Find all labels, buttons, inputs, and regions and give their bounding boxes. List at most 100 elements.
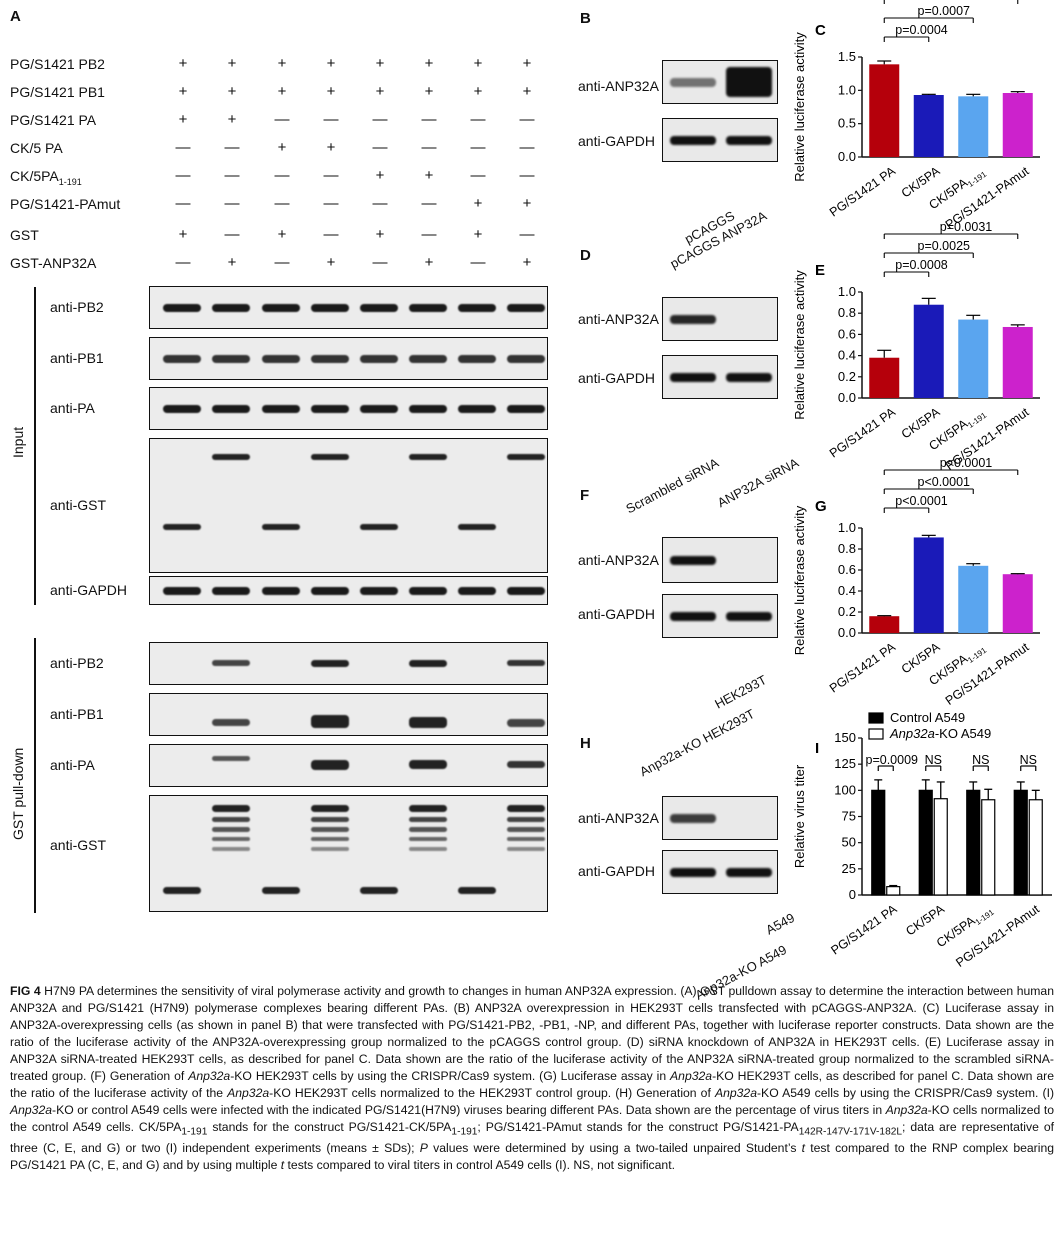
blot-band xyxy=(507,303,545,312)
condition-sign: — xyxy=(224,167,240,184)
condition-sign: — xyxy=(421,111,437,128)
blot-band xyxy=(507,454,545,460)
input-blot-label: anti-PB2 xyxy=(50,298,104,315)
y-tick-label: 0.4 xyxy=(838,348,856,363)
blot-band xyxy=(311,827,349,832)
condition-sign: — xyxy=(470,111,486,128)
condition-label: PG/S1421-PAmut xyxy=(10,196,121,212)
panelD-blot-label: anti-ANP32A xyxy=(578,311,659,327)
bar xyxy=(869,357,900,398)
bar xyxy=(966,789,981,896)
blot-band xyxy=(409,586,447,595)
bar xyxy=(869,616,900,633)
blot-band xyxy=(670,77,716,87)
blot-band xyxy=(726,611,772,621)
blot-band xyxy=(262,887,300,894)
bar xyxy=(958,96,989,157)
condition-label: CK/5 PA xyxy=(10,140,63,156)
y-axis-label: Relative luciferase activity xyxy=(792,32,807,182)
condition-sign: — xyxy=(519,167,535,184)
blot-band xyxy=(409,760,447,769)
condition-sign: — xyxy=(372,254,388,271)
significance-label: NS xyxy=(1020,753,1037,767)
y-tick-label: 1.0 xyxy=(838,284,856,299)
pulldown-blot-label: anti-PB1 xyxy=(50,705,104,722)
condition-sign: + xyxy=(473,195,483,212)
blot-band xyxy=(262,303,300,312)
y-tick-label: 0.2 xyxy=(838,604,856,619)
blot-band xyxy=(726,372,772,382)
blot-band xyxy=(163,586,201,595)
blot-band xyxy=(212,719,250,726)
condition-sign: + xyxy=(227,254,237,271)
panelF-blot-label: anti-GAPDH xyxy=(578,606,656,622)
blot-band xyxy=(311,454,349,460)
bar xyxy=(1002,93,1033,157)
pvalue-label: p=0.0031 xyxy=(940,220,993,234)
condition-sign: — xyxy=(274,111,290,128)
tick-label: PG/S1421-PAmut xyxy=(953,902,1042,970)
y-tick-label: 0.6 xyxy=(838,562,856,577)
blot-band xyxy=(670,314,716,324)
blot-band xyxy=(507,837,545,841)
blot-band xyxy=(507,586,545,595)
condition-sign: + xyxy=(178,226,188,243)
figure-caption: FIG 4 H7N9 PA determines the sensitivity… xyxy=(10,983,1054,1174)
condition-sign: + xyxy=(375,83,385,100)
pulldown-bracket xyxy=(34,638,36,913)
y-tick-label: 0.2 xyxy=(838,369,856,384)
y-tick-label: 0 xyxy=(849,887,856,902)
panelD-label: D xyxy=(580,247,591,264)
blot-band xyxy=(670,555,716,565)
y-tick-label: 50 xyxy=(842,835,856,850)
y-tick-label: 0.5 xyxy=(838,116,856,131)
bar xyxy=(1028,799,1043,896)
bar xyxy=(886,886,901,896)
subscript: 1-191 xyxy=(966,169,988,188)
blot-band xyxy=(163,303,201,312)
condition-label: GST-ANP32A xyxy=(10,255,97,271)
blot-band xyxy=(212,660,250,666)
tick-label: PG/S1421 PA xyxy=(828,902,900,958)
y-tick-label: 1.0 xyxy=(838,520,856,535)
blot-band xyxy=(670,611,716,621)
blot-band xyxy=(507,404,545,413)
blot-band xyxy=(212,817,250,822)
bar xyxy=(918,789,933,896)
blot-band xyxy=(458,887,496,894)
condition-sign: — xyxy=(175,195,191,212)
blot-band xyxy=(262,524,300,530)
panel-i-label: I xyxy=(815,740,819,757)
pvalue-label: p=0.0025 xyxy=(918,239,971,253)
blot-band xyxy=(458,354,496,363)
pvalue-label: p<0.0001 xyxy=(895,494,948,508)
blot-band xyxy=(311,404,349,413)
bar xyxy=(913,95,944,157)
blot-band xyxy=(163,404,201,413)
blot-band xyxy=(311,586,349,595)
condition-sign: — xyxy=(175,139,191,156)
input-blot-label: anti-PB1 xyxy=(50,349,104,366)
blot-band xyxy=(212,454,250,460)
subscript: 1-191 xyxy=(966,410,988,429)
panelB-label: B xyxy=(580,10,591,27)
condition-sign: + xyxy=(178,111,188,128)
blot-band xyxy=(409,847,447,851)
y-tick-label: 150 xyxy=(834,730,856,745)
blot-band xyxy=(360,524,398,530)
blot-band xyxy=(507,761,545,768)
condition-label: CK/5PA1-191 xyxy=(10,168,82,187)
condition-sign: + xyxy=(178,83,188,100)
condition-sign: + xyxy=(522,55,532,72)
condition-sign: — xyxy=(224,226,240,243)
bar xyxy=(871,789,886,896)
condition-sign: + xyxy=(473,55,483,72)
y-tick-label: 100 xyxy=(834,782,856,797)
tick-label: PG/S1421 PA xyxy=(827,405,899,461)
blot-band xyxy=(409,404,447,413)
blot-band xyxy=(507,660,545,666)
panel-e-label: E xyxy=(815,262,825,279)
blot-band xyxy=(458,524,496,530)
panelB-blot-label: anti-GAPDH xyxy=(578,133,656,149)
condition-sign: — xyxy=(470,167,486,184)
